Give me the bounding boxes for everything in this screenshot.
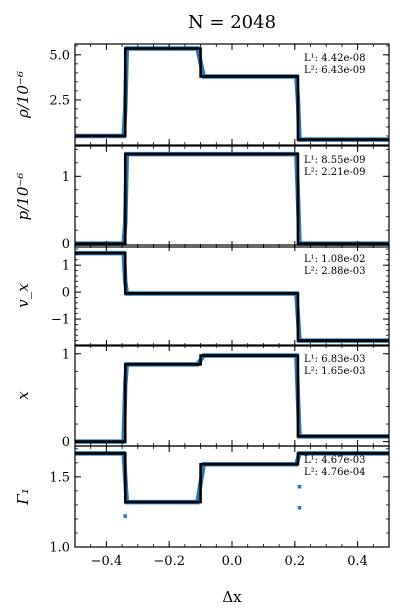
x-tick-label: 0.4 bbox=[347, 554, 368, 569]
outlier-point bbox=[297, 505, 302, 510]
plot-area bbox=[75, 451, 389, 518]
l2-error-label: L²: 1.65e-03 bbox=[304, 366, 365, 377]
x-tick-label: 0.0 bbox=[222, 554, 243, 569]
reference-series-line bbox=[75, 452, 389, 504]
x-tick-label: 0.2 bbox=[284, 554, 305, 569]
plot-area bbox=[75, 151, 389, 246]
l1-error-label: L¹: 1.08e-02 bbox=[304, 254, 365, 265]
l1-error-label: L¹: 6.83e-03 bbox=[304, 354, 365, 365]
y-tick-label: 0 bbox=[62, 435, 70, 450]
y-tick-label: 1 bbox=[62, 259, 70, 274]
l2-error-label: L²: 2.88e-03 bbox=[304, 266, 365, 277]
y-axis-label: x bbox=[14, 391, 32, 400]
y-axis-label: p/10⁻⁶ bbox=[14, 173, 32, 221]
y-tick-label: 0 bbox=[62, 237, 70, 252]
reference-series-line bbox=[75, 354, 389, 443]
outlier-point bbox=[297, 484, 302, 489]
l1-error-label: L¹: 4.67e-03 bbox=[304, 455, 365, 466]
y-tick-label: 1.5 bbox=[49, 470, 70, 485]
y-tick-label: 1.0 bbox=[49, 541, 70, 556]
l2-error-label: L²: 2.21e-09 bbox=[304, 167, 365, 178]
plot-area bbox=[75, 353, 389, 444]
y-axis-label: Γ₁ bbox=[14, 488, 32, 505]
reference-series-line bbox=[75, 251, 389, 342]
l1-error-label: L¹: 8.55e-09 bbox=[304, 155, 365, 166]
y-tick-label: 2.5 bbox=[49, 93, 70, 108]
y-tick-label: 5.0 bbox=[49, 48, 70, 63]
y-tick-label: 1 bbox=[62, 170, 70, 185]
y-tick-label: 0 bbox=[62, 286, 70, 301]
l2-error-label: L²: 6.43e-09 bbox=[304, 65, 365, 76]
y-tick-label: 1 bbox=[62, 347, 70, 362]
y-tick-label: −1 bbox=[51, 313, 70, 328]
x-axis-label: Δx bbox=[222, 588, 242, 606]
y-axis-label: ρ/10⁻⁶ bbox=[14, 71, 32, 119]
l2-error-label: L²: 4.76e-04 bbox=[304, 467, 365, 478]
reference-series-line bbox=[75, 47, 389, 141]
plot-area bbox=[75, 250, 389, 343]
outlier-point bbox=[123, 514, 128, 518]
x-tick-label: −0.2 bbox=[153, 554, 185, 569]
l1-error-label: L¹: 4.42e-08 bbox=[304, 53, 365, 64]
plot-area bbox=[75, 46, 389, 142]
x-tick-label: −0.4 bbox=[91, 554, 123, 569]
y-axis-label: v_x bbox=[14, 283, 32, 308]
chart-title: N = 2048 bbox=[188, 12, 276, 33]
reference-series-line bbox=[75, 152, 389, 245]
